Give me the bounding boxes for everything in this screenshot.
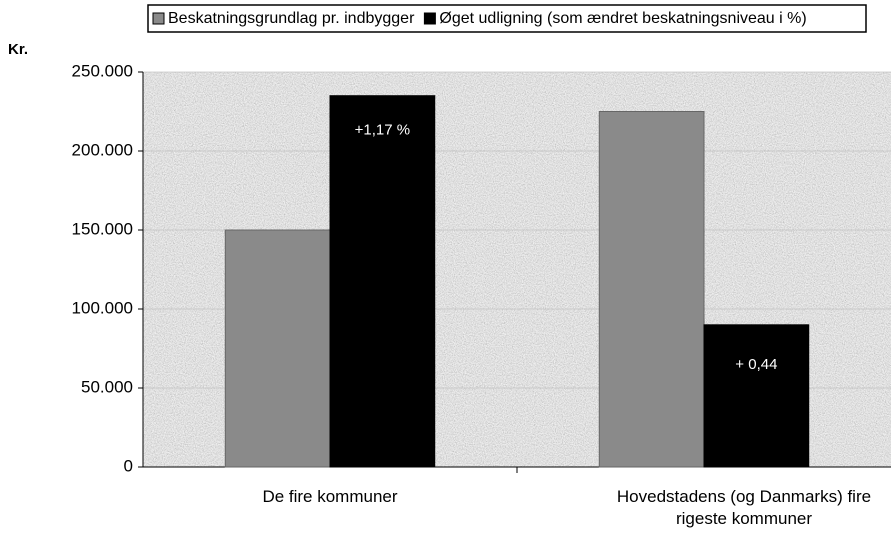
x-tick-label: Hovedstadens (og Danmarks) fire rigeste … (616, 487, 872, 528)
bar-annotation: +1,17 % (355, 122, 410, 139)
y-tick-label: 50.000 (81, 377, 133, 396)
y-tick-label: 100.000 (72, 298, 133, 317)
y-tick-label: 250.000 (72, 61, 133, 80)
legend-swatch (423, 12, 436, 25)
legend-swatch (152, 12, 165, 25)
bar (329, 95, 436, 468)
legend-label: Øget udligning (som ændret beskatningsni… (439, 10, 806, 27)
legend-label: Beskatningsgrundlag pr. indbygger (168, 10, 415, 27)
y-tick-label: 0 (124, 456, 133, 475)
bar (598, 111, 705, 468)
y-tick-label: 150.000 (72, 219, 133, 238)
bar-annotation: + 0,44 (735, 356, 777, 373)
legend-box (147, 4, 867, 33)
bar (703, 324, 810, 468)
bar (224, 229, 331, 468)
y-axis-label: Kr. (8, 41, 28, 58)
y-tick-label: 200.000 (72, 140, 133, 159)
x-tick-label: De fire kommuner (262, 487, 398, 506)
